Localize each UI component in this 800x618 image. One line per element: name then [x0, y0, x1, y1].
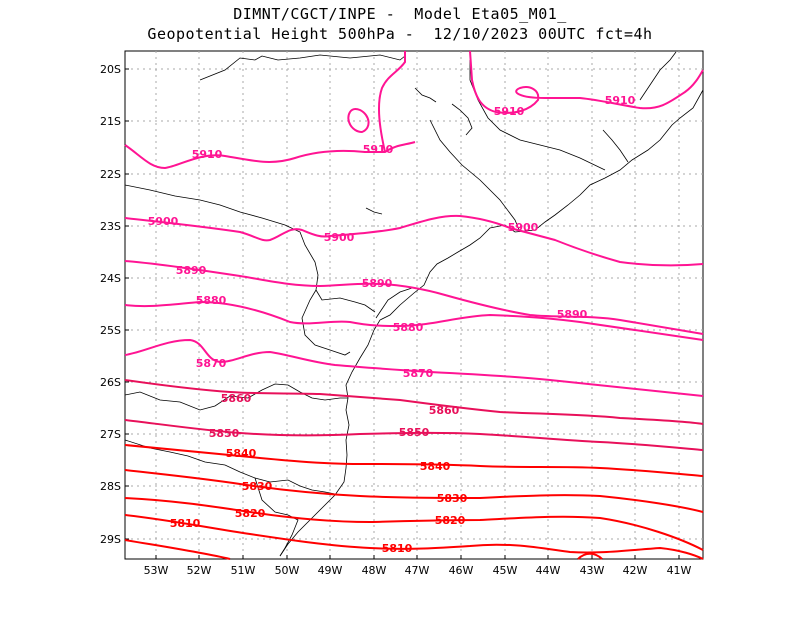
tick-marks — [125, 68, 680, 559]
coastline — [279, 89, 704, 557]
lon-label: 48W — [362, 564, 387, 577]
contour-label: 5820 — [435, 514, 466, 527]
state-border — [199, 54, 406, 81]
contour-label: 5870 — [196, 357, 227, 370]
contour-label: 5900 — [148, 215, 179, 228]
contour-label: 5870 — [403, 367, 434, 380]
contour-label: 5890 — [557, 308, 588, 321]
lon-label: 50W — [275, 564, 300, 577]
lon-label: 49W — [318, 564, 343, 577]
contour-label: 5820 — [235, 507, 266, 520]
river — [414, 87, 437, 103]
contour-label: 5840 — [420, 460, 451, 473]
title-line-1: DIMNT/CGCT/INPE - Model Eta05_M01_ — [233, 5, 567, 23]
contour-label: 5850 — [209, 427, 240, 440]
contour-label: 5880 — [196, 294, 227, 307]
lat-label: 22S — [100, 168, 121, 181]
river — [451, 103, 473, 136]
state-border — [301, 289, 351, 356]
contour-label: 5910 — [363, 143, 394, 156]
state-border — [124, 439, 341, 496]
contour-label: 5850 — [399, 426, 430, 439]
lat-label: 26S — [100, 376, 121, 389]
title-line-2: Geopotential Height 500hPa - 12/10/2023 … — [147, 25, 653, 43]
river — [375, 287, 413, 319]
contours — [124, 50, 704, 560]
contour-label: 5900 — [324, 231, 355, 244]
lon-label: 47W — [405, 564, 430, 577]
contour-label: 5910 — [192, 148, 223, 161]
contour-label: 5840 — [226, 447, 257, 460]
contour-label: 5860 — [221, 392, 252, 405]
river — [365, 207, 383, 215]
lat-label: 21S — [100, 115, 121, 128]
contour-5910 — [469, 50, 704, 114]
contour-5910-ring — [347, 107, 370, 134]
contour-5810-ring — [577, 552, 603, 560]
lon-label: 43W — [580, 564, 605, 577]
contour-5800 — [124, 539, 231, 560]
lon-label: 41W — [667, 564, 692, 577]
contour-label: 5830 — [437, 492, 468, 505]
lat-label: 20S — [100, 63, 121, 76]
map-frame — [124, 50, 704, 560]
lon-label: 42W — [623, 564, 648, 577]
contour-labels: 5910 5910 5910 5910 5900 5900 5900 5890 … — [148, 94, 636, 555]
lon-label: 44W — [536, 564, 561, 577]
contour-label: 5880 — [393, 321, 424, 334]
lon-label: 45W — [493, 564, 518, 577]
contour-5840 — [124, 444, 704, 477]
contour-5820 — [124, 497, 704, 551]
lat-label: 24S — [100, 272, 121, 285]
longitude-labels: 53W 52W 51W 50W 49W 48W 47W 46W 45W 44W … — [144, 564, 692, 577]
lon-label: 51W — [231, 564, 256, 577]
lat-label: 27S — [100, 428, 121, 441]
contour-5810 — [124, 514, 704, 560]
lat-label: 23S — [100, 220, 121, 233]
contour-label: 5810 — [382, 542, 413, 555]
contour-5900 — [124, 214, 704, 267]
contour-5830 — [124, 469, 704, 513]
contour-label: 5830 — [242, 480, 273, 493]
lon-label: 46W — [449, 564, 474, 577]
lon-label: 52W — [187, 564, 212, 577]
contour-5870 — [124, 338, 704, 397]
contour-label: 5910 — [494, 105, 525, 118]
contour-5890 — [124, 260, 704, 335]
contour-5880 — [124, 300, 704, 341]
contour-5910 — [378, 51, 406, 153]
contour-label: 5910 — [605, 94, 636, 107]
contour-5860 — [124, 379, 704, 425]
contour-5850 — [124, 419, 704, 451]
contour-label: 5900 — [508, 221, 539, 234]
state-border — [639, 51, 677, 101]
state-border — [124, 184, 376, 313]
contour-label: 5860 — [429, 404, 460, 417]
lat-label: 28S — [100, 480, 121, 493]
contour-label: 5810 — [170, 517, 201, 530]
contour-label: 5890 — [176, 264, 207, 277]
lat-label: 25S — [100, 324, 121, 337]
contour-label: 5890 — [362, 277, 393, 290]
state-border — [602, 129, 629, 163]
lon-label: 53W — [144, 564, 169, 577]
latitude-labels: 20S 21S 22S 23S 24S 25S 26S 27S 28S 29S — [100, 63, 121, 546]
state-border — [429, 119, 521, 233]
lat-label: 29S — [100, 533, 121, 546]
